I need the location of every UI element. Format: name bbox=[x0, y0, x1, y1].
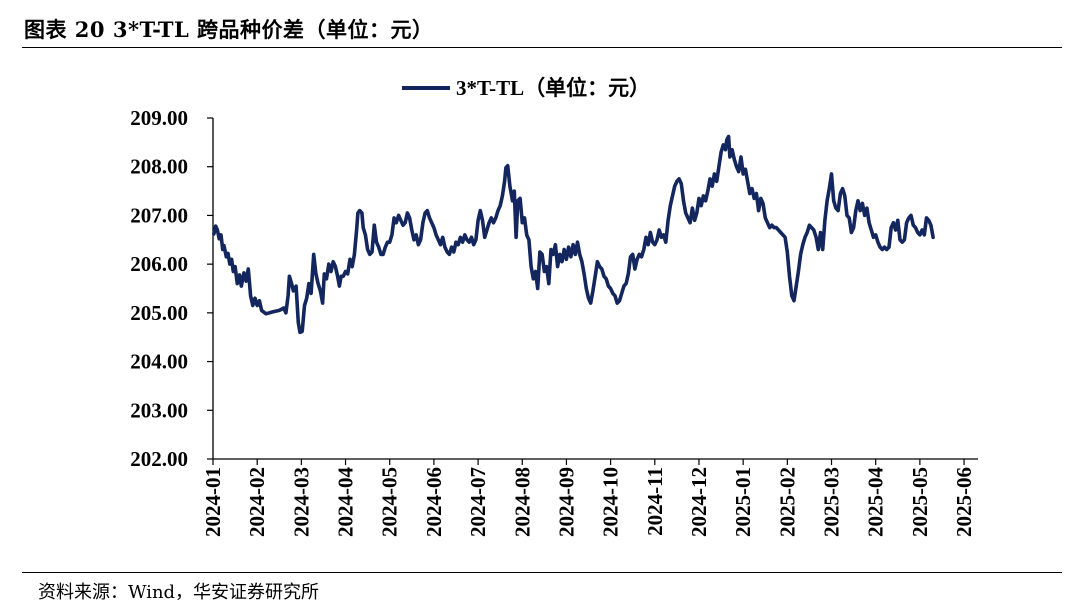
x-tick-label: 2025-03 bbox=[820, 467, 844, 537]
x-tick-label: 2024-05 bbox=[378, 467, 402, 537]
x-tick-label: 2024-12 bbox=[687, 467, 711, 537]
y-tick-label: 203.00 bbox=[130, 398, 188, 422]
x-tick-label: 2024-07 bbox=[466, 467, 490, 537]
x-tick-label: 2024-10 bbox=[599, 467, 623, 537]
x-tick-label: 2024-04 bbox=[334, 467, 358, 537]
footer-rule bbox=[22, 572, 1062, 573]
y-tick-label: 204.00 bbox=[130, 350, 188, 374]
x-tick-label: 2025-01 bbox=[731, 467, 755, 537]
x-tick-label: 2025-06 bbox=[952, 467, 976, 537]
y-tick-label: 209.00 bbox=[130, 106, 188, 130]
y-tick-labels: 202.00 203.00 204.00 205.00 206.00 207.00 208.… bbox=[130, 106, 188, 471]
y-tick-label: 205.00 bbox=[130, 301, 188, 325]
x-tick-label: 2025-04 bbox=[864, 467, 888, 537]
x-tick-label: 2025-05 bbox=[908, 467, 932, 537]
figure-title: 图表 20 3*T-TL 跨品种价差（单位：元） bbox=[24, 17, 434, 42]
y-tick-label: 208.00 bbox=[130, 155, 188, 179]
y-tick-label: 206.00 bbox=[130, 252, 188, 276]
title-rule bbox=[22, 47, 1062, 48]
x-tick-labels: 2024-01 2024-02 2024-03 2024-04 2024-05 2024-… bbox=[201, 467, 976, 537]
y-tick-label: 202.00 bbox=[130, 447, 188, 471]
series-line bbox=[212, 134, 935, 335]
legend: 3*T-TL（单位：元） bbox=[402, 76, 650, 100]
y-tick-label: 207.00 bbox=[130, 203, 188, 227]
x-tick-label: 2024-06 bbox=[422, 467, 446, 537]
x-tick-label: 2024-01 bbox=[201, 467, 225, 537]
x-tick-label: 2024-09 bbox=[554, 467, 578, 537]
legend-label: 3*T-TL（单位：元） bbox=[456, 76, 650, 100]
x-tick-label: 2024-11 bbox=[643, 467, 667, 536]
x-tick-label: 2024-03 bbox=[289, 467, 313, 537]
x-tick-label: 2024-02 bbox=[245, 467, 269, 537]
x-tick-label: 2024-08 bbox=[510, 467, 534, 537]
axes bbox=[207, 117, 978, 465]
series bbox=[212, 134, 935, 335]
x-tick-label: 2025-02 bbox=[775, 467, 799, 537]
source-note: 资料来源：Wind，华安证券研究所 bbox=[38, 582, 320, 603]
